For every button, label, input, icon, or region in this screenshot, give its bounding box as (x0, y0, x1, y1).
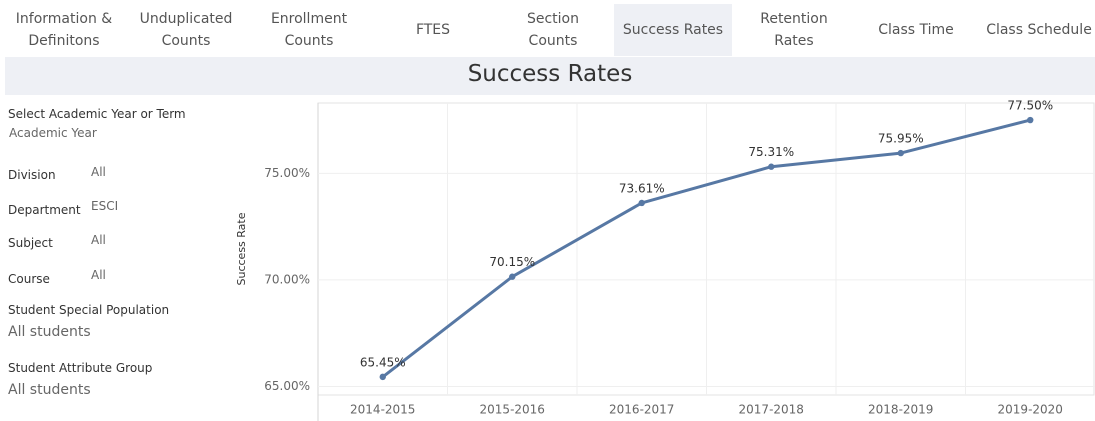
filter-label: Division (8, 168, 56, 182)
filter-value[interactable]: All (91, 233, 106, 247)
tab[interactable]: Success Rates (614, 4, 732, 56)
title-bar: Success Rates (5, 57, 1095, 95)
point (638, 199, 645, 207)
x-tick-label: 2014-2015 (350, 403, 415, 417)
point (379, 373, 386, 381)
filter-label: Select Academic Year or Term (8, 107, 186, 121)
plot-area (317, 102, 1095, 396)
tab[interactable]: Class Schedule (986, 22, 1092, 38)
tab[interactable]: Enrollment Counts (270, 11, 348, 49)
tab[interactable]: Information & Definitons (15, 11, 113, 49)
point (1027, 116, 1034, 124)
point (768, 163, 775, 170)
y-tick-label: 65.00% (264, 379, 310, 393)
point (897, 149, 904, 157)
filter-label: Student Special Population (8, 303, 170, 317)
tab[interactable]: Unduplicated Counts (139, 11, 233, 49)
tab[interactable]: Section Counts (526, 11, 579, 49)
y-axis-label: Success Rate (235, 212, 248, 285)
line (381, 118, 1031, 379)
filter-label: Subject (8, 236, 53, 250)
filter-label: Student Attribute Group (8, 361, 153, 375)
x-tick-label: 2019-2020 (998, 403, 1063, 417)
tab[interactable]: Class Time (878, 22, 954, 38)
data-label: 65.45% (360, 355, 406, 369)
x-tick-label: 2018-2019 (868, 403, 933, 417)
data-label: 73.61% (619, 181, 665, 195)
filter-label: Department (8, 203, 81, 217)
data-label: 75.95% (878, 132, 924, 146)
filter-label: Course (8, 272, 50, 286)
filter-value[interactable]: ESCI (91, 199, 119, 213)
x-tick-label: 2017-2018 (739, 403, 804, 417)
tab[interactable]: FTES (415, 22, 451, 38)
filter-value[interactable]: Academic Year (9, 126, 97, 140)
data-label: 77.50% (1007, 99, 1053, 113)
x-tick-label: 2015-2016 (480, 403, 545, 417)
filter-value[interactable]: All (91, 165, 106, 179)
filter-value[interactable]: All students (8, 324, 91, 340)
data-label: 70.15% (489, 255, 535, 269)
filter-value[interactable]: All (91, 268, 106, 282)
point (509, 273, 516, 280)
filter-value[interactable]: All students (8, 382, 91, 398)
x-tick-label: 2016-2017 (609, 403, 674, 417)
y-tick-label: 70.00% (264, 272, 310, 286)
chart-title: Success Rates (467, 61, 633, 87)
data-label: 75.31% (748, 145, 794, 159)
tab[interactable]: Retention Rates (760, 11, 828, 49)
y-tick-label: 75.00% (264, 166, 310, 180)
